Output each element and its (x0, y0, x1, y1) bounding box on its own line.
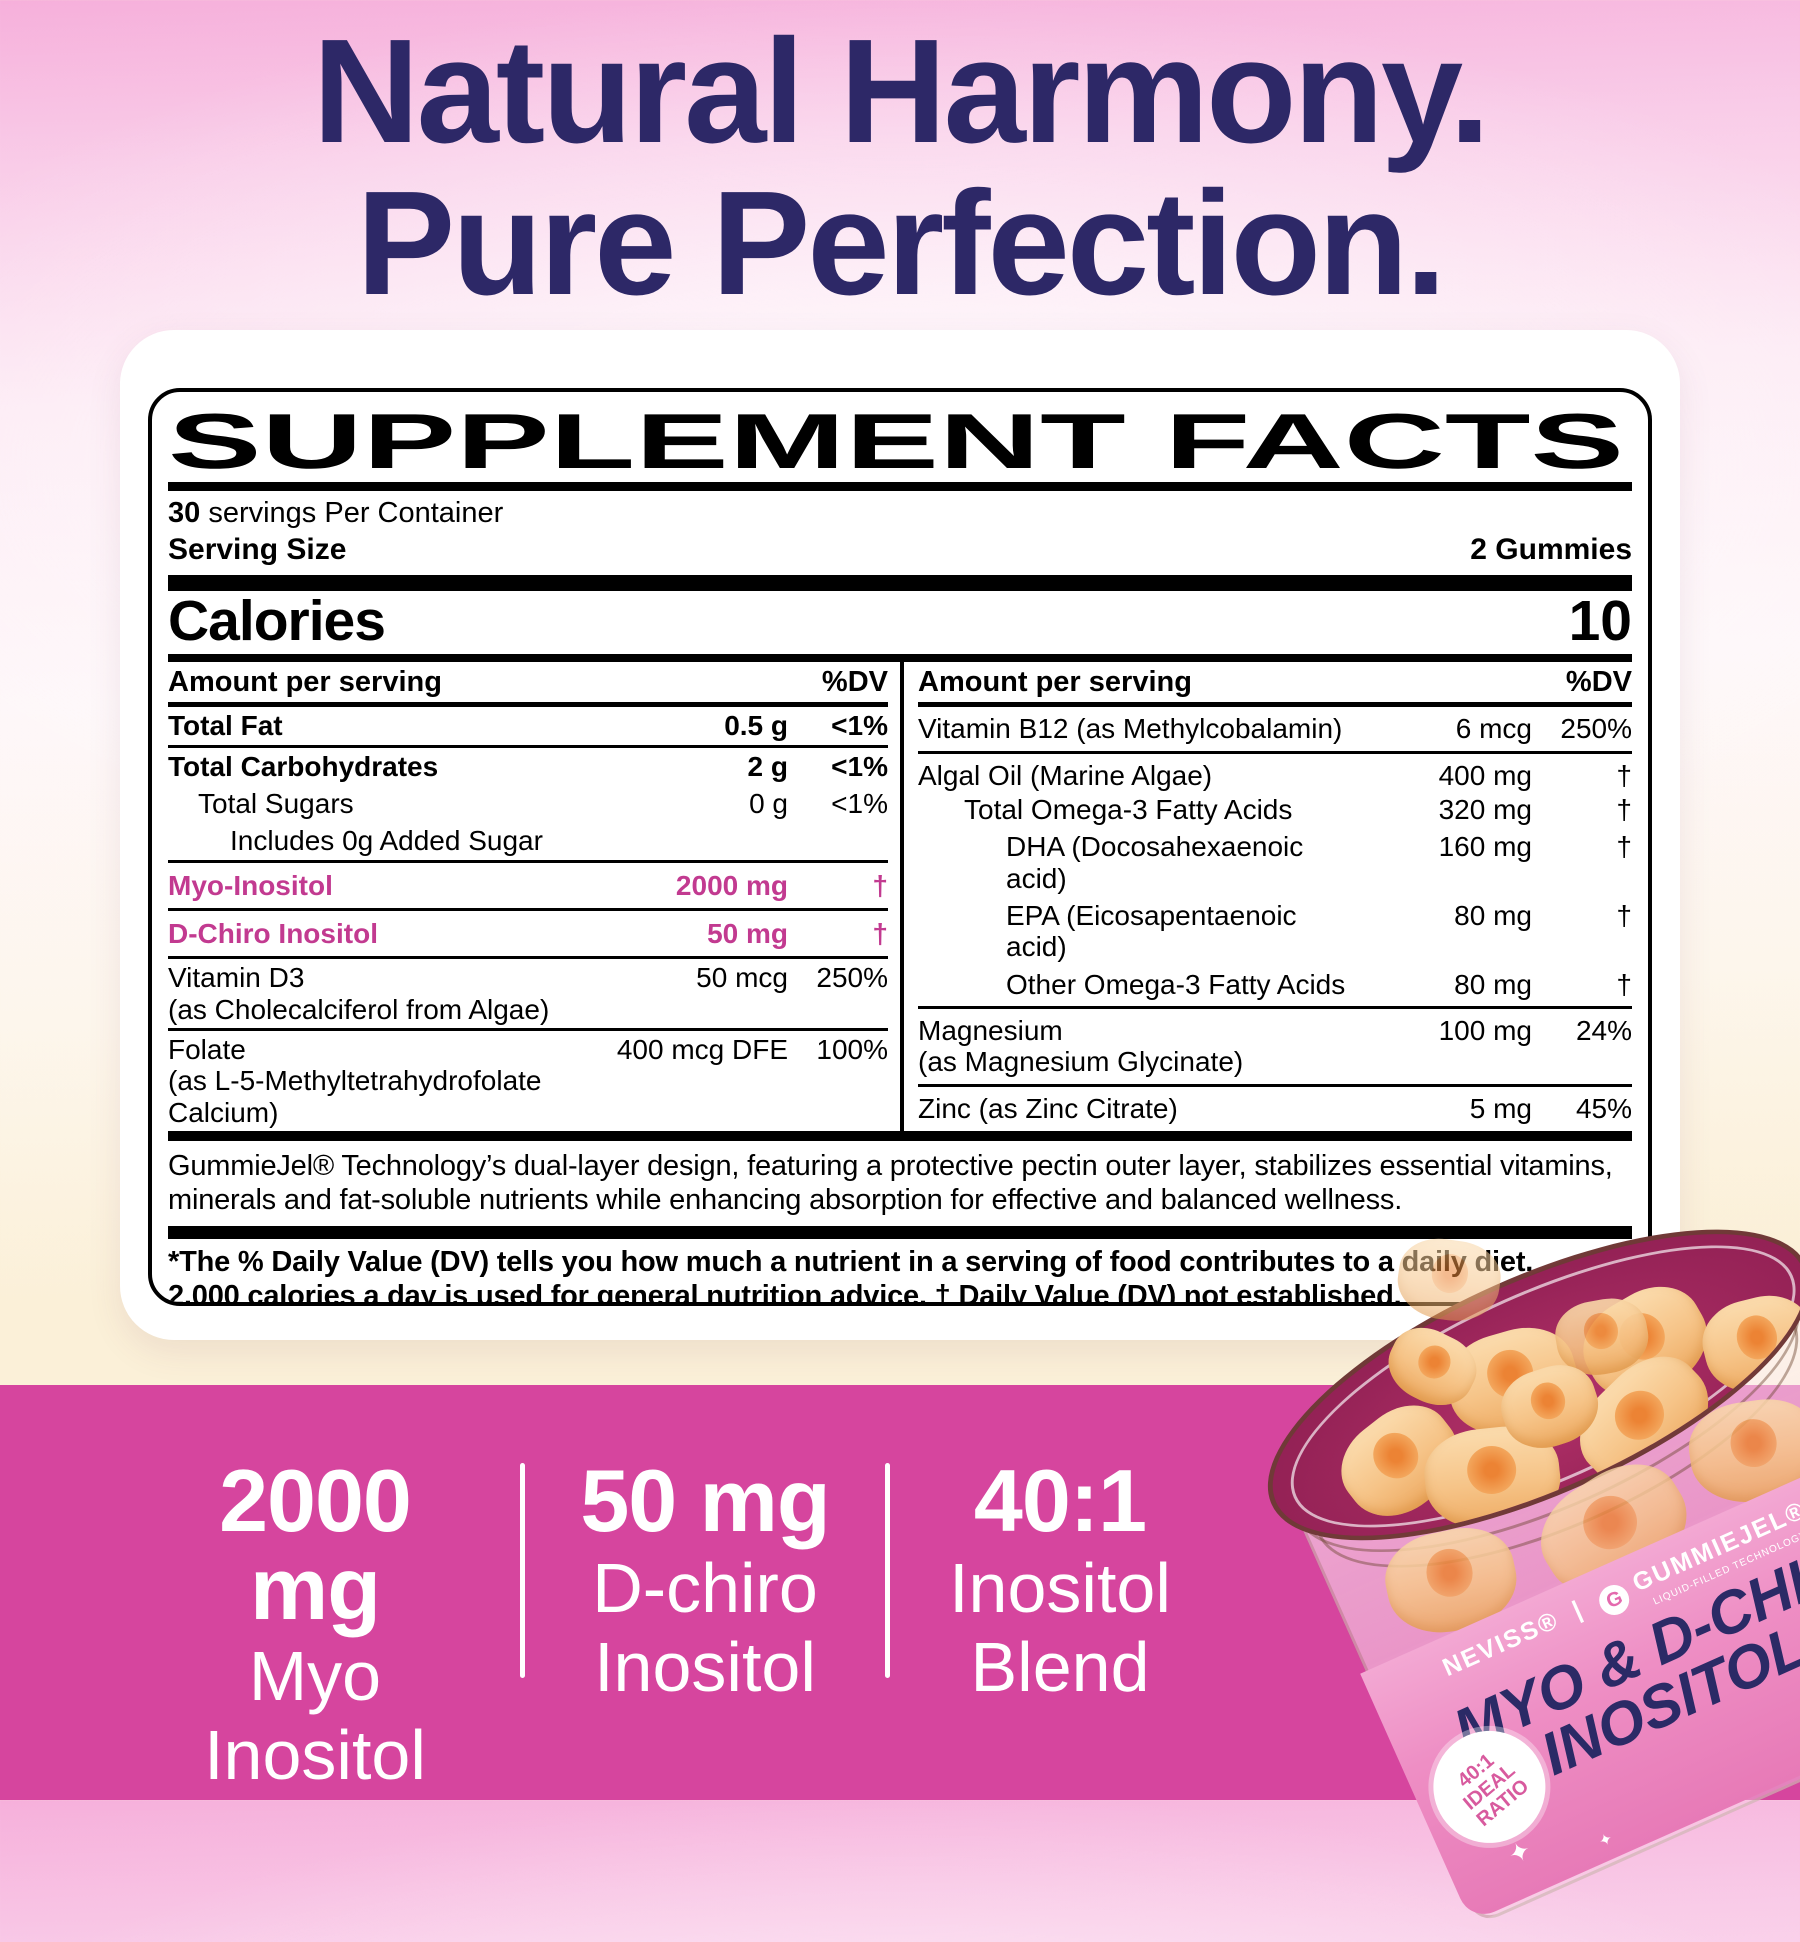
table-row-myo-inositol: Myo-Inositol 2000 mg † (168, 859, 888, 908)
headline-line1: Natural Harmony. (312, 9, 1491, 174)
supplement-facts-panel: SUPPLEMENT FACTS 30 servings Per Contain… (148, 388, 1652, 1306)
table-row: Vitamin B12 (as Methylcobalamin) 6 mcg 2… (918, 713, 1632, 745)
sparkle-icon: ✦ (1596, 1830, 1616, 1852)
nutrient-columns: Amount per serving %DV Total Fat 0.5 g <… (168, 662, 1632, 1142)
table-row: Algal Oil (Marine Algae) 400 mg † (918, 750, 1632, 791)
servings-text: servings Per Container (200, 497, 504, 529)
table-row: Zinc (as Zinc Citrate) 5 mg 45% (918, 1083, 1632, 1130)
amount-per-serving-header: Amount per serving (918, 666, 1192, 699)
divider (168, 575, 1632, 592)
table-row: Magnesium (as Magnesium Glycinate) 100 m… (918, 1006, 1632, 1084)
supplement-facts-heading-text: SUPPLEMENT FACTS (168, 398, 1624, 478)
calories-value: 10 (1568, 589, 1632, 654)
serving-size-value: 2 Gummies (1470, 533, 1632, 567)
table-row: Includes 0g Added Sugar (230, 825, 543, 857)
gummiejel-description: GummieJel® Technology’s dual-layer desig… (168, 1150, 1613, 1217)
table-row: Folate (as L-5-Methyltetrahydrofolate Ca… (168, 1028, 888, 1131)
headline-line2: Pure Perfection. (356, 161, 1446, 327)
table-row: Total Carbohydrates 2 g <1% (168, 744, 888, 785)
table-row-dchiro-inositol: D-Chiro Inositol 50 mg † (168, 908, 888, 956)
daily-value-footnote: *The % Daily Value (DV) tells you how mu… (168, 1245, 1534, 1306)
supplement-facts-heading: SUPPLEMENT FACTS (168, 398, 1624, 478)
servings-count: 30 (168, 497, 201, 529)
dv-header: %DV (821, 666, 888, 699)
divider (885, 1463, 890, 1678)
divider (520, 1463, 525, 1678)
table-row: DHA (Docosahexaenoic acid) 160 mg † (1006, 831, 1632, 894)
serving-size-label: Serving Size (168, 533, 347, 567)
servings-per-container: 30 servings Per Container (168, 497, 1632, 530)
divider (168, 1225, 1632, 1239)
table-row: Vitamin D3 (as Cholecalciferol from Alga… (168, 956, 888, 1028)
calories-label: Calories (168, 589, 386, 654)
column-header: Amount per serving %DV (168, 662, 888, 708)
serving-size-row: Serving Size 2 Gummies (168, 532, 1632, 568)
supplement-facts-card: SUPPLEMENT FACTS 30 servings Per Contain… (120, 330, 1680, 1340)
table-row: Total Fat 0.5 g <1% (168, 710, 888, 742)
dv-header: %DV (1565, 666, 1632, 699)
table-row: Total Sugars 0 g <1% (198, 787, 888, 819)
table-row: EPA (Eicosapentaenoic acid) 80 mg † (1006, 900, 1632, 963)
nutrient-column-left: Amount per serving %DV Total Fat 0.5 g <… (168, 662, 900, 1131)
banner-stats: 2000 mg Myo Inositol 50 mg D-chiro Inosi… (150, 1457, 1190, 1792)
stat-inositol-blend: 40:1 Inositol Blend (949, 1451, 1171, 1707)
amount-per-serving-header: Amount per serving (168, 666, 442, 699)
calories-row: Calories 10 (168, 589, 1632, 663)
bottom-banner: 2000 mg Myo Inositol 50 mg D-chiro Inosi… (0, 1385, 1800, 1800)
table-row: Other Omega-3 Fatty Acids 80 mg † (1006, 968, 1632, 1000)
table-row: Total Omega-3 Fatty Acids 320 mg † (964, 793, 1632, 825)
stat-myo-inositol: 2000 mg Myo Inositol (204, 1451, 426, 1795)
headline: Natural Harmony. Pure Perfection. (0, 9, 1800, 327)
stat-dchiro-inositol: 50 mg D-chiro Inositol (580, 1451, 830, 1707)
sparkle-icon: ✦ (1503, 1834, 1536, 1871)
column-header: Amount per serving %DV (918, 662, 1632, 708)
nutrient-column-right: Amount per serving %DV Vitamin B12 (as M… (900, 662, 1632, 1132)
divider (168, 482, 1632, 491)
